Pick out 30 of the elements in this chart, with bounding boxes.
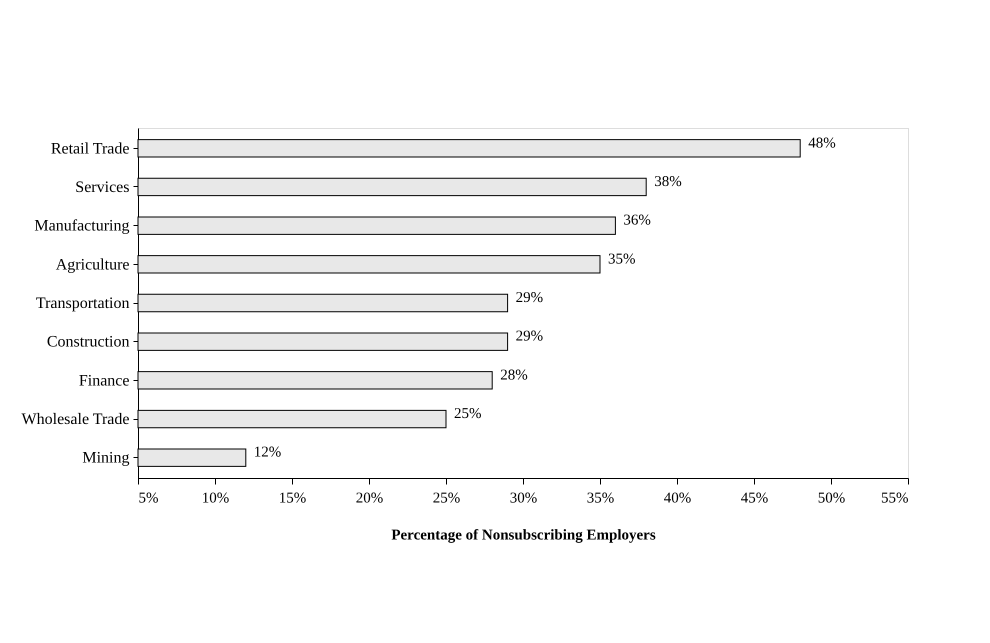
y-tick-label: Retail Trade (50, 140, 130, 158)
data-label: 29% (516, 328, 544, 345)
data-label: 29% (516, 290, 544, 306)
x-tick-label: 45% (740, 490, 768, 506)
x-axis-title: Percentage of Nonsubscribing Employers (391, 528, 656, 544)
x-tick-label: 50% (818, 490, 846, 506)
y-tick-label: Services (75, 178, 130, 196)
y-tick-label: Finance (78, 372, 130, 390)
x-tick-label: 5% (138, 490, 158, 506)
x-tick-label: 10% (202, 490, 230, 506)
x-tick-label: 25% (432, 490, 460, 506)
x-tick-label: 30% (510, 490, 538, 506)
data-label: 48% (808, 135, 836, 152)
x-tick-label: 20% (356, 490, 384, 506)
x-tick-label: 35% (586, 490, 614, 506)
data-label: 25% (454, 406, 482, 422)
y-tick-label: Wholesale Trade (22, 411, 130, 428)
data-label: 35% (608, 251, 636, 268)
x-tick-label: 40% (664, 490, 692, 506)
y-tick-label: Transportation (36, 295, 130, 312)
y-tick-label: Manufacturing (34, 218, 130, 235)
data-label: 38% (654, 174, 682, 190)
x-tick-label: 55% (881, 490, 908, 506)
data-label: 12% (254, 444, 282, 461)
x-tick-label: 15% (278, 490, 306, 506)
y-tick-label: Mining (82, 450, 130, 467)
data-label: 28% (500, 367, 528, 384)
data-label: 36% (623, 212, 651, 229)
y-tick-label: Construction (46, 334, 130, 351)
y-tick-label: Agriculture (56, 256, 130, 274)
